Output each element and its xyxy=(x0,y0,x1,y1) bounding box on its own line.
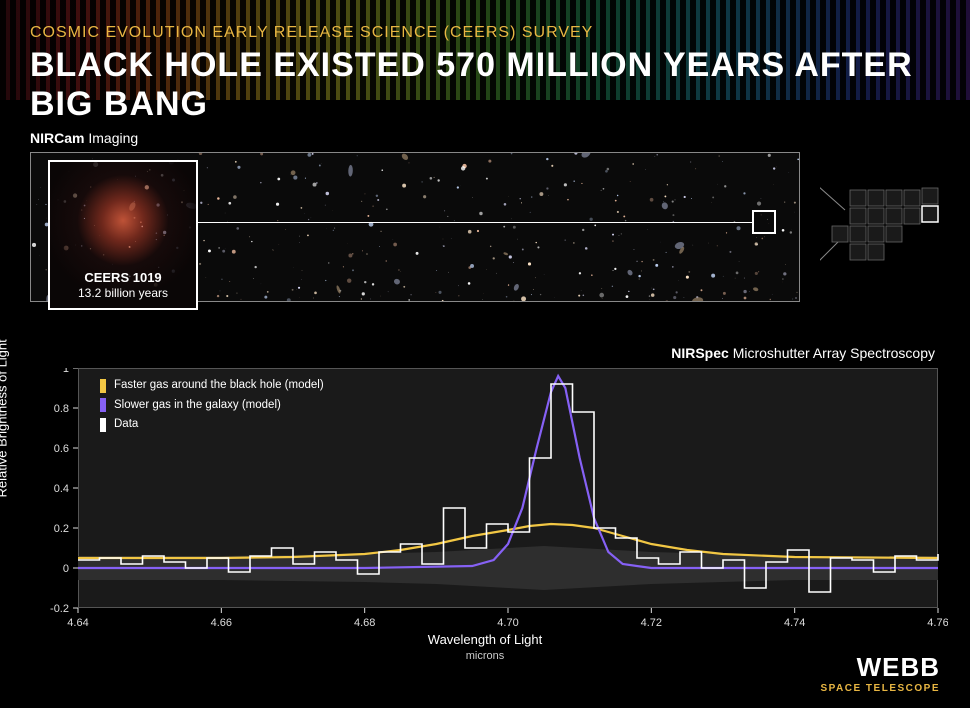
svg-text:4.72: 4.72 xyxy=(641,617,662,629)
svg-text:4.74: 4.74 xyxy=(784,617,805,629)
svg-text:1: 1 xyxy=(63,368,69,375)
svg-text:4.66: 4.66 xyxy=(211,617,232,629)
legend-swatch xyxy=(100,418,106,432)
svg-text:-0.2: -0.2 xyxy=(50,603,69,615)
survey-subtitle: COSMIC EVOLUTION EARLY RELEASE SCIENCE (… xyxy=(30,24,970,42)
svg-text:0.2: 0.2 xyxy=(54,523,69,535)
main-title: BLACK HOLE EXISTED 570 MILLION YEARS AFT… xyxy=(30,46,970,124)
nircam-bold: NIRCam xyxy=(30,130,84,146)
y-axis-label: Relative Brightness of Light xyxy=(0,339,10,497)
legend-item: Data xyxy=(100,415,324,435)
legend-swatch xyxy=(100,379,106,393)
object-age: 13.2 billion years xyxy=(50,286,196,302)
svg-text:4.70: 4.70 xyxy=(497,617,518,629)
svg-text:0.6: 0.6 xyxy=(54,443,69,455)
chart-legend: Faster gas around the black hole (model)… xyxy=(100,376,324,435)
legend-label: Slower gas in the galaxy (model) xyxy=(114,396,281,416)
svg-text:4.68: 4.68 xyxy=(354,617,375,629)
object-name: CEERS 1019 xyxy=(50,270,196,287)
nirspec-bold: NIRSpec xyxy=(671,345,729,361)
logo-sub: SPACE TELESCOPE xyxy=(820,683,940,694)
legend-label: Data xyxy=(114,415,138,435)
nirspec-label: NIRSpec Microshutter Array Spectroscopy xyxy=(671,345,935,361)
survey-footprint xyxy=(820,170,950,280)
svg-text:0.8: 0.8 xyxy=(54,403,69,415)
zoom-inset: CEERS 1019 13.2 billion years xyxy=(48,160,198,310)
legend-swatch xyxy=(100,398,106,412)
zoom-label: CEERS 1019 13.2 billion years xyxy=(50,270,196,302)
webb-logo: WEBB SPACE TELESCOPE xyxy=(820,652,940,694)
x-axis-label: Wavelength of Light xyxy=(0,632,970,647)
nirspec-rest: Microshutter Array Spectroscopy xyxy=(729,345,935,361)
legend-item: Slower gas in the galaxy (model) xyxy=(100,396,324,416)
nircam-rest: Imaging xyxy=(84,130,138,146)
svg-text:4.64: 4.64 xyxy=(67,617,88,629)
svg-text:0: 0 xyxy=(63,563,69,575)
svg-text:4.76: 4.76 xyxy=(927,617,948,629)
logo-main: WEBB xyxy=(820,652,940,683)
zoom-connector-line xyxy=(198,222,752,223)
target-marker xyxy=(752,210,776,234)
legend-label: Faster gas around the black hole (model) xyxy=(114,376,324,396)
svg-text:0.4: 0.4 xyxy=(54,483,69,495)
header: COSMIC EVOLUTION EARLY RELEASE SCIENCE (… xyxy=(30,24,970,124)
nircam-label: NIRCam Imaging xyxy=(30,130,138,146)
legend-item: Faster gas around the black hole (model) xyxy=(100,376,324,396)
